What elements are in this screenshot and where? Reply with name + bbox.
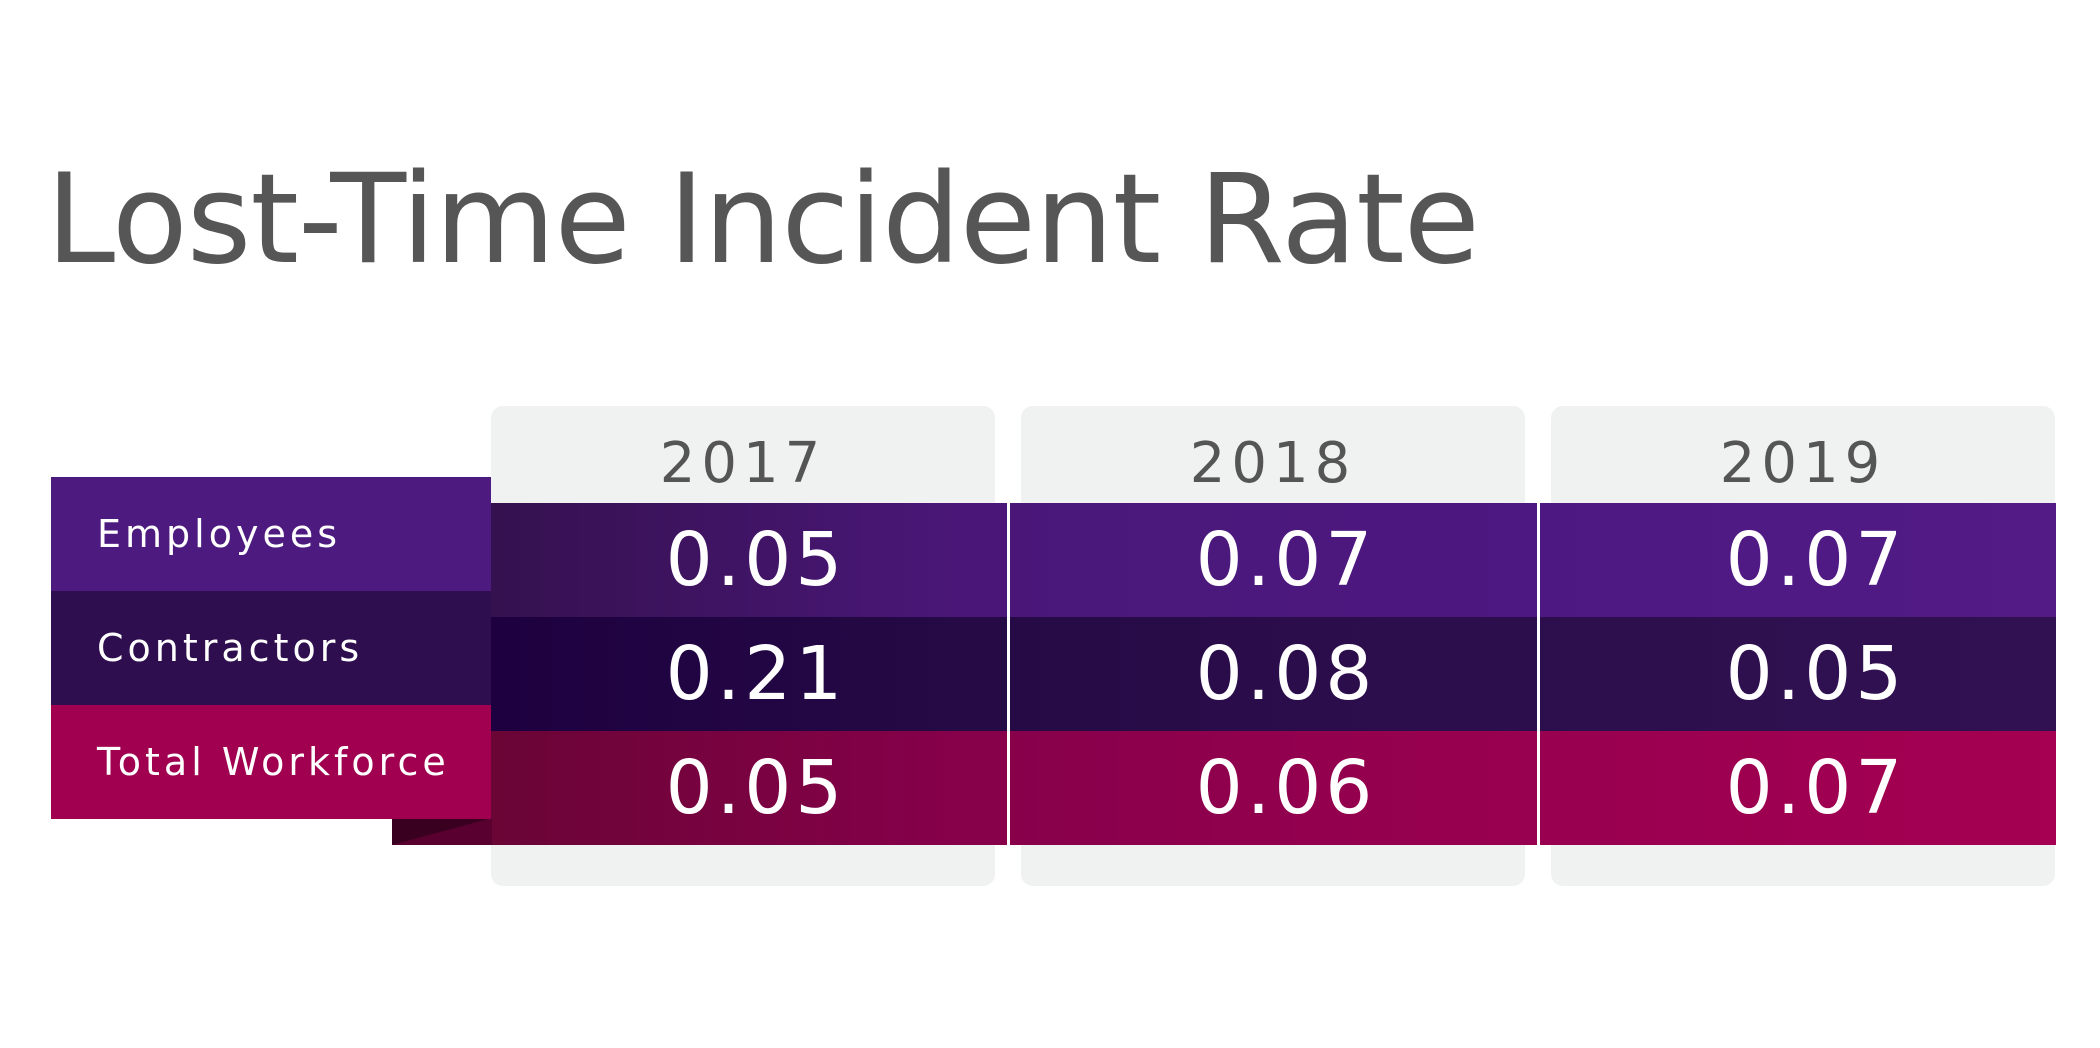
- row-band-contractors: [491, 617, 2056, 731]
- row-label-employees: Employees: [51, 477, 491, 591]
- cell-employees-2018: 0.07: [1195, 517, 1377, 603]
- column-header-2017: 2017: [659, 430, 827, 496]
- ribbon-fold: [392, 818, 492, 845]
- cell-total-workforce-2017: 0.05: [665, 745, 847, 831]
- row-band-total-workforce: [491, 731, 2056, 845]
- chart-title: Lost-Time Incident Rate: [46, 148, 1480, 292]
- column-divider: [1007, 503, 1010, 845]
- cell-contractors-2019: 0.05: [1725, 631, 1907, 717]
- cell-contractors-2018: 0.08: [1195, 631, 1377, 717]
- row-band-employees: [491, 503, 2056, 617]
- cell-total-workforce-2018: 0.06: [1195, 745, 1377, 831]
- row-label-total-workforce: Total Workforce: [51, 705, 491, 819]
- cell-employees-2019: 0.07: [1725, 517, 1907, 603]
- cell-total-workforce-2019: 0.07: [1725, 745, 1907, 831]
- column-header-2019: 2019: [1719, 430, 1887, 496]
- row-label-contractors: Contractors: [51, 591, 491, 705]
- column-header-2018: 2018: [1189, 430, 1357, 496]
- cell-employees-2017: 0.05: [665, 517, 847, 603]
- cell-contractors-2017: 0.21: [665, 631, 847, 717]
- column-divider: [1537, 503, 1540, 845]
